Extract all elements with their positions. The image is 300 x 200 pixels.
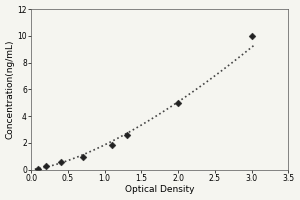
X-axis label: Optical Density: Optical Density	[125, 185, 194, 194]
Y-axis label: Concentration(ng/mL): Concentration(ng/mL)	[6, 40, 15, 139]
